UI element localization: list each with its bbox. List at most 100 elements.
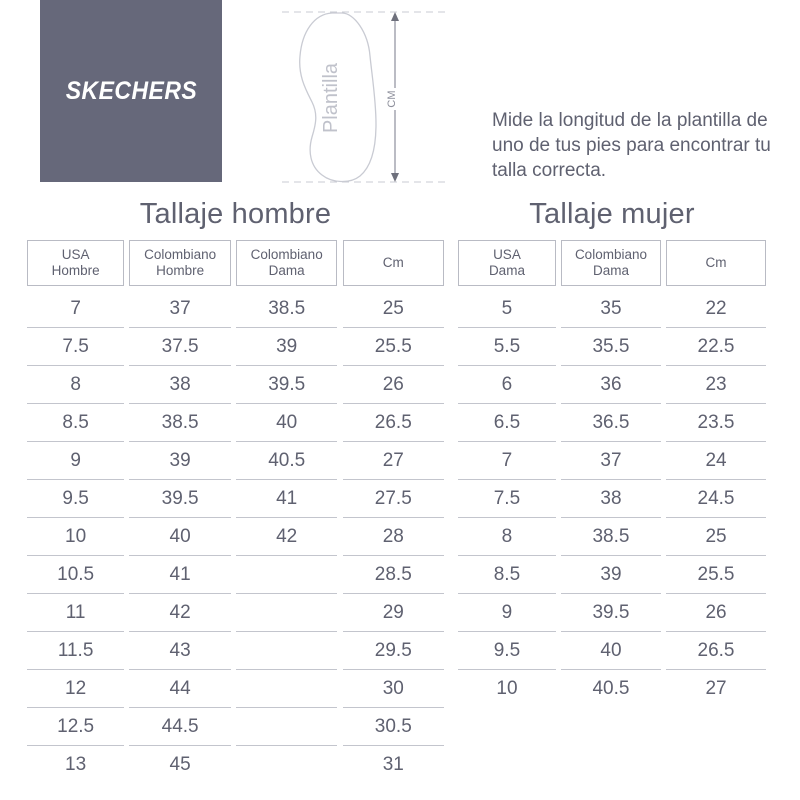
men-table-row: 12.5 44.5 30.5 <box>27 707 444 745</box>
women-table-row: 5.5 35.5 22.5 <box>458 327 766 365</box>
men-table-cell: 13 <box>27 745 125 783</box>
men-column-header: Colombiano Hombre <box>129 240 231 286</box>
men-table-cell: 7.5 <box>27 327 125 365</box>
women-table-row: 9 39.5 26 <box>458 593 766 631</box>
women-table-cell: 35.5 <box>561 327 661 365</box>
women-table-cell: 23.5 <box>666 403 766 441</box>
men-table-cell: 31 <box>342 745 444 783</box>
men-table-row: 7 37 38.5 25 <box>27 286 444 327</box>
men-table-cell: 27 <box>342 441 444 479</box>
men-table-cell: 27.5 <box>342 479 444 517</box>
instruction-text: Mide la longitud de la plantilla de uno … <box>492 110 771 181</box>
header-area: SKECHERS Plantilla CM Mide la longitud d… <box>0 0 800 195</box>
insole-label: Plantilla <box>320 62 342 133</box>
women-table-cell: 9.5 <box>458 631 556 669</box>
women-table-row: 5 35 22 <box>458 286 766 327</box>
women-table-cell: 25.5 <box>666 555 766 593</box>
women-table-cell: 26 <box>666 593 766 631</box>
women-table-title: Tallaje mujer <box>529 198 695 230</box>
men-column-header: Colombiano Dama <box>235 240 338 286</box>
women-table-cell: 8 <box>458 517 556 555</box>
women-table-cell: 27 <box>666 669 766 707</box>
men-table-cell: 39.5 <box>235 365 338 403</box>
women-table-cell: 22.5 <box>666 327 766 365</box>
women-header-gap <box>555 240 561 286</box>
men-size-table-block: Tallaje hombre USA Hombre Colombiano Hombre… <box>27 198 444 783</box>
men-table-row: 8.5 38.5 40 26.5 <box>27 403 444 441</box>
men-table-head: USA Hombre Colombiano Hombre Colombiano Dama C… <box>27 240 444 286</box>
women-table-cell: 7 <box>458 441 556 479</box>
women-table-cell: 26.5 <box>666 631 766 669</box>
men-table-cell: 45 <box>129 745 231 783</box>
women-table-cell: 35 <box>600 297 622 319</box>
women-table-cell: 22 <box>705 297 727 319</box>
men-table-cell: 38 <box>129 365 231 403</box>
men-table-cell: 44.5 <box>129 707 231 745</box>
men-table-cell: 42 <box>129 593 231 631</box>
men-table-cell: 37 <box>169 297 191 319</box>
women-table-cell: 7.5 <box>458 479 556 517</box>
men-header-gap <box>124 240 130 286</box>
women-table-cell: 10 <box>458 669 556 707</box>
men-column-header: USA Hombre <box>27 240 125 286</box>
women-table-cell: 5.5 <box>458 327 556 365</box>
brand-logo-box: SKECHERS <box>40 0 222 182</box>
women-table-cell: 38 <box>561 479 661 517</box>
women-table-cell: 5 <box>501 297 513 319</box>
women-table-cell: 23 <box>666 365 766 403</box>
insole-outline <box>299 12 377 183</box>
men-header-gap <box>337 240 343 286</box>
men-table-row: 10.5 41 28.5 <box>27 555 444 593</box>
men-table-cell: 11.5 <box>27 631 125 669</box>
women-table-row: 6 36 23 <box>458 365 766 403</box>
men-table-cell: 9.5 <box>27 479 125 517</box>
men-table-body: 7 37 38.5 25 7.5 37.5 39 25.5 8 38 39.5 26 8.5 38.5 40… <box>27 286 444 783</box>
men-table-cell: 30.5 <box>342 707 444 745</box>
men-table-cell: 8.5 <box>27 403 125 441</box>
women-table-cell: 40.5 <box>561 669 661 707</box>
men-table-row: 8 38 39.5 26 <box>27 365 444 403</box>
men-table-cell <box>235 745 338 783</box>
men-table-cell: 30 <box>342 669 444 707</box>
women-column-header: Cm <box>666 240 766 286</box>
men-table-row: 7.5 37.5 39 25.5 <box>27 327 444 365</box>
men-table-cell: 9 <box>27 441 125 479</box>
women-table-row: 7.5 38 24.5 <box>458 479 766 517</box>
dimension-label-backdrop <box>388 88 402 110</box>
men-table-cell: 44 <box>129 669 231 707</box>
men-table-cell: 7 <box>70 297 81 319</box>
men-table-cell: 8 <box>27 365 125 403</box>
men-table-cell: 25.5 <box>342 327 444 365</box>
men-table-cell: 28 <box>342 517 444 555</box>
insole-measurement-diagram: Plantilla CM <box>280 4 450 190</box>
men-table-cell: 29.5 <box>342 631 444 669</box>
men-table-row: 11.5 43 29.5 <box>27 631 444 669</box>
women-table-cell: 24 <box>666 441 766 479</box>
skechers-wordmark: SKECHERS <box>65 76 197 105</box>
men-table-cell: 26 <box>342 365 444 403</box>
women-table-body: 5 35 22 5.5 35.5 22.5 6 36 23 6.5 36.5 23.5 7 37 24 7.5… <box>458 286 766 707</box>
men-table-cell: 28.5 <box>342 555 444 593</box>
men-table-cell: 37.5 <box>129 327 231 365</box>
men-table-cell: 12 <box>27 669 125 707</box>
women-table-cell: 39.5 <box>561 593 661 631</box>
men-header-row: USA Hombre Colombiano Hombre Colombiano Dama C… <box>27 240 444 286</box>
men-table-row: 9.5 39.5 41 27.5 <box>27 479 444 517</box>
women-header-gap <box>660 240 667 286</box>
men-table-cell: 40 <box>235 403 338 441</box>
women-table-cell: 9 <box>458 593 556 631</box>
men-column-header: Cm <box>342 240 444 286</box>
women-table-cell: 36 <box>561 365 661 403</box>
women-table-row: 8 38.5 25 <box>458 517 766 555</box>
men-table-cell: 40 <box>129 517 231 555</box>
women-table-row: 8.5 39 25.5 <box>458 555 766 593</box>
men-table-cell: 41 <box>129 555 231 593</box>
women-table-cell: 36.5 <box>561 403 661 441</box>
men-table-cell <box>235 555 338 593</box>
men-header-gap <box>230 240 236 286</box>
women-table-cell: 24.5 <box>666 479 766 517</box>
men-table-cell: 10 <box>27 517 125 555</box>
women-column-header: Colombiano Dama <box>561 240 661 286</box>
women-table-cell: 6 <box>458 365 556 403</box>
women-size-table: USA Dama Colombiano Dama Cm 5 35 22 5.5 35.5 22.5… <box>458 240 766 707</box>
